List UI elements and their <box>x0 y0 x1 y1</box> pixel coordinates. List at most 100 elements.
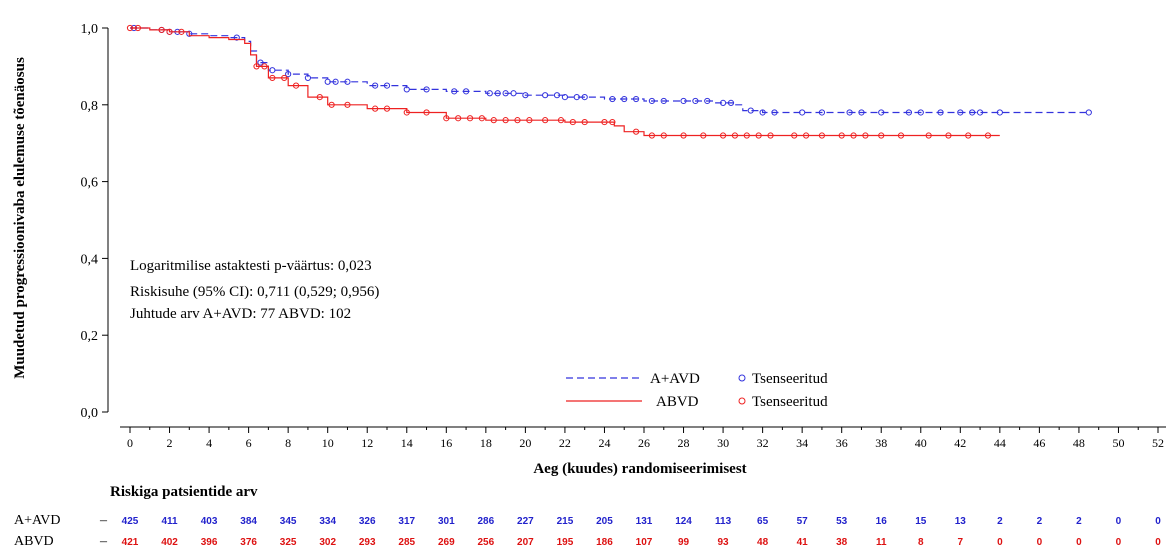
censor-marker-abvd <box>700 132 707 139</box>
risk-cell: 13 <box>955 516 967 527</box>
censor-marker-abvd <box>632 128 640 135</box>
censor-marker-aavd <box>372 82 379 89</box>
risk-cell: 11 <box>876 537 887 548</box>
risk-cell: 402 <box>161 537 178 548</box>
censor-marker-abvd <box>965 132 972 139</box>
risk-cell: 269 <box>438 537 455 548</box>
x-tick-label: 26 <box>638 436 650 450</box>
x-tick-label: 34 <box>796 436 808 450</box>
censor-marker-aavd <box>747 107 754 114</box>
censor-marker-abvd <box>581 118 588 126</box>
censor-marker-abvd <box>526 117 533 124</box>
x-tick-label: 24 <box>598 436 610 450</box>
risk-cell: 0 <box>997 537 1003 548</box>
censor-marker-abvd <box>502 117 509 124</box>
risk-cell: 0 <box>1076 537 1082 548</box>
risk-cell: 48 <box>757 537 769 548</box>
censor-marker-aavd <box>486 90 493 97</box>
legend-label-abvd: ABVD <box>656 394 699 410</box>
censor-marker-aavd <box>937 109 944 116</box>
censor-marker-aavd <box>522 92 529 99</box>
y-tick-label: 0,6 <box>81 176 99 191</box>
x-tick-label: 44 <box>994 436 1006 450</box>
censor-marker-aavd <box>510 90 517 97</box>
censor-marker-abvd <box>514 117 521 124</box>
censor-marker-abvd <box>601 118 608 126</box>
risk-cell: 124 <box>675 516 692 527</box>
risk-row-dash: – <box>99 513 108 528</box>
censor-marker-abvd <box>609 118 616 126</box>
censor-marker-abvd <box>569 118 576 126</box>
censor-marker-aavd <box>324 78 331 85</box>
censor-marker-aavd <box>704 97 711 105</box>
censor-marker-abvd <box>328 101 335 108</box>
censor-marker-aavd <box>257 59 264 66</box>
censor-marker-aavd <box>304 74 312 82</box>
series-line-aavd <box>130 27 1089 114</box>
censor-marker-aavd <box>451 88 458 95</box>
risk-cell: 256 <box>478 537 495 548</box>
censor-marker-abvd <box>818 132 826 139</box>
censor-marker-abvd <box>984 132 992 139</box>
censor-marker-aavd <box>648 97 656 105</box>
censor-marker-abvd <box>443 115 450 122</box>
x-tick-label: 10 <box>322 436 334 450</box>
x-tick-label: 4 <box>206 436 212 450</box>
x-tick-label: 36 <box>836 436 848 450</box>
censor-marker-aavd <box>660 97 667 105</box>
risk-cell: 302 <box>319 537 336 548</box>
risk-cell: 2 <box>1037 516 1043 527</box>
censor-marker-abvd <box>134 24 142 32</box>
x-tick-label: 6 <box>246 436 252 450</box>
risk-cell: 293 <box>359 537 376 548</box>
censor-marker-aavd <box>494 90 501 97</box>
risk-cell: 186 <box>596 537 613 548</box>
annotation-event-count: Juhtude arv A+AVD: 77 ABVD: 102 <box>130 306 351 322</box>
censor-marker-abvd <box>372 105 379 112</box>
x-tick-label: 2 <box>167 436 173 450</box>
risk-cell: 53 <box>836 516 848 527</box>
legend-censor-marker-aavd <box>738 374 746 382</box>
censor-marker-abvd <box>423 109 430 116</box>
risk-cell: 396 <box>201 537 218 548</box>
x-tick-label: 8 <box>285 436 291 450</box>
risk-cell: 41 <box>797 537 809 548</box>
risk-cell: 411 <box>161 516 178 527</box>
censor-marker-aavd <box>719 99 727 106</box>
x-tick-label: 16 <box>440 436 452 450</box>
risk-cell: 0 <box>1116 516 1122 527</box>
censor-marker-aavd <box>233 34 240 41</box>
censor-marker-aavd <box>573 94 580 101</box>
risk-cell: 0 <box>1155 537 1161 548</box>
censor-marker-abvd <box>897 132 905 139</box>
risk-cell: 0 <box>1155 516 1161 527</box>
censor-marker-aavd <box>727 99 735 106</box>
risk-cell: 8 <box>918 537 924 548</box>
series-line-abvd <box>130 27 1000 137</box>
censor-marker-abvd <box>383 105 391 112</box>
legend-censor-label-aavd: Tsenseeritud <box>752 371 828 387</box>
x-tick-label: 46 <box>1033 436 1045 450</box>
censor-marker-aavd <box>581 94 588 101</box>
risk-cell: 99 <box>678 537 690 548</box>
censor-marker-abvd <box>743 132 750 139</box>
censor-marker-aavd <box>186 30 193 37</box>
legend: A+AVD Tsenseeritud ABVD Tsenseeritud <box>566 371 828 410</box>
censor-marker-abvd <box>660 132 667 139</box>
risk-cell: 285 <box>398 537 415 548</box>
censor-marker-abvd <box>542 117 549 124</box>
risk-cell: 421 <box>122 537 139 548</box>
annotation-hazard-ratio: Riskisuhe (95% CI): 0,711 (0,529; 0,956) <box>130 284 379 300</box>
x-tick-label: 18 <box>480 436 492 450</box>
risk-cell: 227 <box>517 516 534 527</box>
risk-row-dash: – <box>99 534 108 549</box>
stats-annotation: Logaritmilise astaktesti p-väärtus: 0,02… <box>130 258 379 322</box>
censor-marker-aavd <box>976 109 984 116</box>
censor-marker-aavd <box>609 95 616 103</box>
risk-cell: 207 <box>517 537 534 548</box>
risk-cell: 376 <box>240 537 257 548</box>
censor-marker-aavd <box>542 92 549 99</box>
censor-marker-abvd <box>158 26 165 34</box>
risk-cell: 2 <box>1076 516 1082 527</box>
x-tick-label: 32 <box>757 436 769 450</box>
